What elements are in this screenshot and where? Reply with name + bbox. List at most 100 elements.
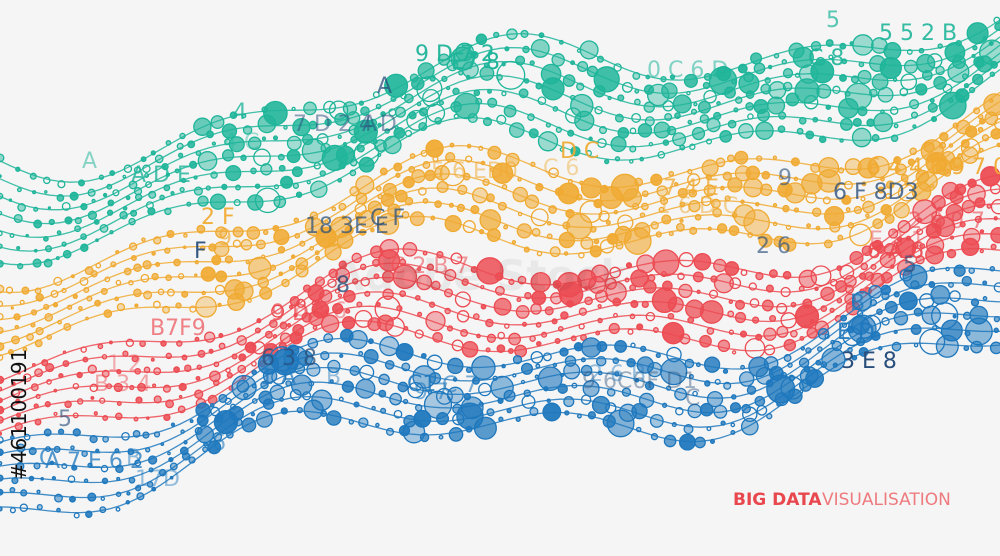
dot: [22, 346, 28, 352]
dot: [674, 112, 681, 119]
dot: [114, 448, 120, 454]
dot: [837, 234, 844, 241]
glyph: 4: [233, 100, 247, 125]
dot: [595, 355, 607, 367]
dot: [384, 359, 395, 370]
glyph: 8: [336, 273, 350, 298]
dot: [555, 126, 562, 133]
dot: [372, 91, 380, 99]
dot: [542, 402, 562, 422]
dot: [186, 201, 192, 207]
dot: [194, 260, 199, 265]
dot: [308, 380, 315, 387]
dot: [15, 461, 25, 471]
dot: [996, 142, 1000, 148]
dot: [535, 82, 543, 90]
dot: [728, 225, 740, 236]
dot: [166, 288, 175, 297]
dot: [740, 417, 759, 436]
dot: [910, 111, 919, 119]
wave-line: [0, 218, 1000, 412]
dot: [374, 208, 382, 216]
dot: [255, 239, 266, 250]
dot: [81, 450, 88, 457]
dot: [45, 363, 55, 373]
dot: [535, 183, 544, 192]
dot: [33, 219, 43, 229]
dot: [501, 90, 507, 97]
dot: [505, 152, 520, 168]
dot: [934, 216, 956, 238]
dot: [709, 438, 716, 444]
dot: [876, 308, 883, 316]
dot: [395, 189, 408, 203]
dot: [679, 333, 691, 345]
dot: [251, 369, 258, 376]
dot: [404, 129, 413, 138]
dot: [668, 170, 675, 177]
dot: [650, 173, 663, 186]
dot: [62, 249, 72, 259]
dot: [419, 432, 430, 443]
glyph: 6: [212, 431, 226, 456]
dot: [280, 407, 288, 415]
dot: [604, 158, 610, 165]
dot: [353, 119, 378, 144]
dot: [625, 262, 633, 269]
dot: [114, 296, 120, 302]
dot: [35, 293, 44, 302]
dot: [580, 236, 594, 250]
dot: [150, 150, 156, 156]
dot: [613, 209, 619, 215]
dot: [598, 210, 610, 222]
glyph: E7 8: [451, 50, 500, 75]
dot: [397, 381, 409, 393]
dot: [438, 434, 444, 440]
dot: [30, 383, 39, 392]
dot: [636, 323, 644, 331]
dot: [46, 334, 53, 340]
dot: [567, 129, 575, 137]
dot: [591, 395, 611, 415]
wave-line: [0, 19, 1000, 183]
glyph-layer: 9 5 6 ED0 9 6C6F D1 17D 6 F 8D3 6 0 C 6 D 9 D 1 …: [39, 8, 1000, 492]
dot: [531, 227, 541, 237]
dot: [195, 150, 202, 156]
dot: [349, 158, 358, 167]
dot: [83, 478, 89, 483]
dot: [197, 195, 209, 207]
dot: [101, 354, 108, 360]
dot: [764, 77, 771, 84]
dot: [187, 140, 196, 149]
dot: [639, 156, 645, 162]
dot: [406, 109, 428, 131]
dot: [909, 99, 920, 110]
dot: [43, 236, 49, 242]
dot: [841, 322, 848, 328]
dot: [614, 156, 621, 162]
dot: [153, 431, 161, 438]
dot: [422, 250, 428, 256]
dot: [334, 112, 348, 126]
dot: [95, 448, 100, 453]
dot: [961, 199, 976, 214]
dot: [131, 355, 139, 363]
dot: [935, 65, 945, 76]
glyph: A: [362, 112, 377, 137]
dot: [543, 386, 549, 392]
wave-line: [0, 297, 1000, 469]
dot: [35, 393, 41, 399]
dot: [160, 340, 167, 347]
dot: [523, 389, 531, 397]
dot: [965, 125, 978, 138]
dot: [890, 264, 895, 269]
dot: [595, 289, 609, 303]
dot: [426, 263, 435, 271]
dot: [912, 199, 938, 225]
dot: [907, 158, 916, 166]
dot: [36, 503, 43, 511]
dot: [930, 116, 938, 123]
dot: [289, 331, 303, 345]
dot: [435, 387, 453, 405]
dot: [761, 299, 774, 312]
